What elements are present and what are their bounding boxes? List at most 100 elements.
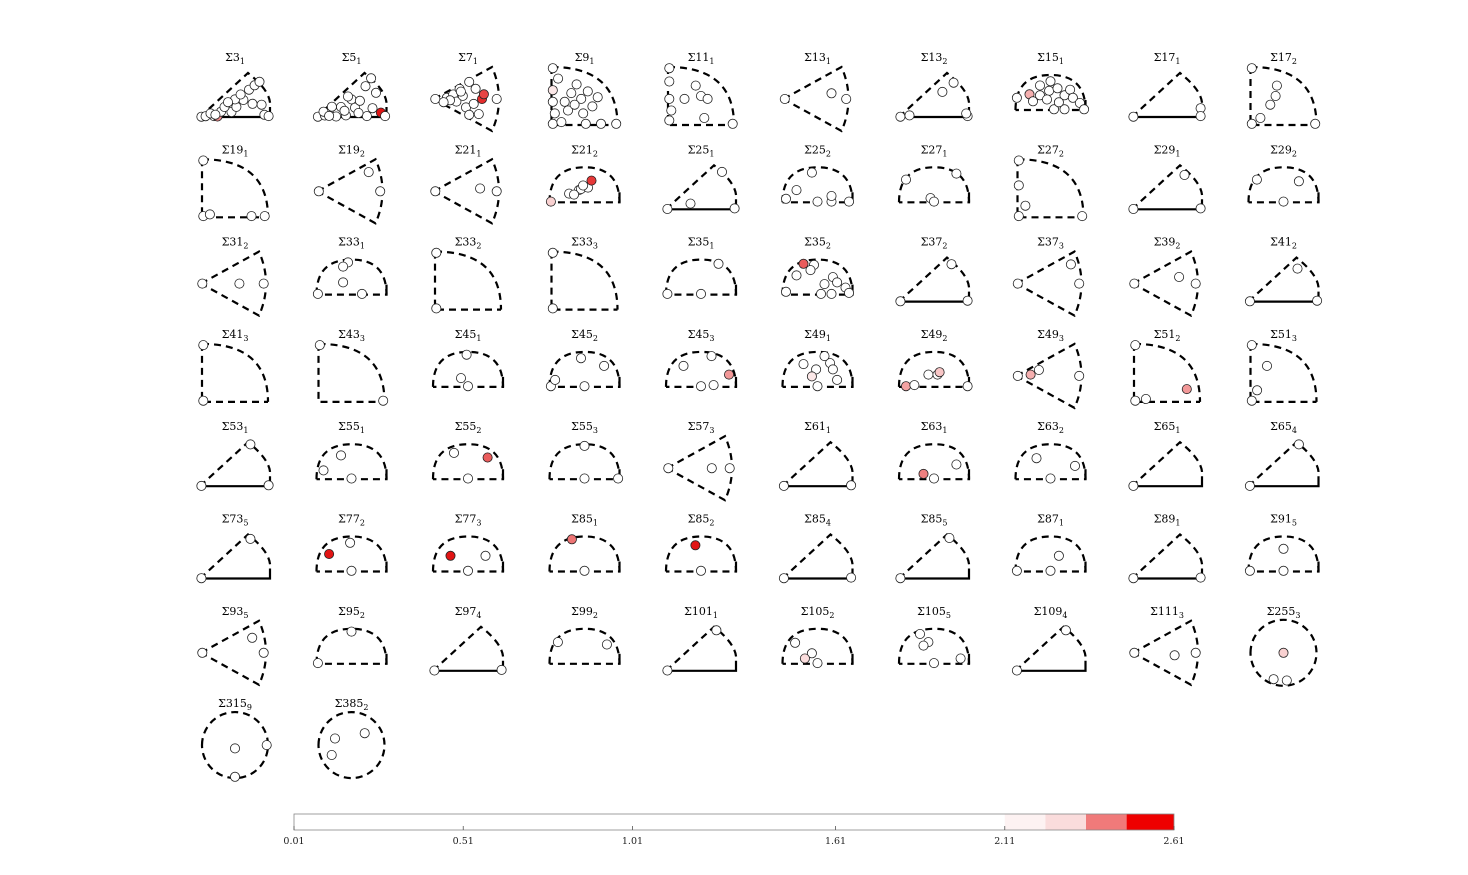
fundamental-zone-outline: [432, 625, 505, 672]
panel-title: Σ191: [222, 143, 249, 158]
panel-title: Σ651: [1154, 420, 1181, 435]
data-point: [923, 369, 934, 380]
panel-sigma-19-2: Σ192: [313, 143, 386, 225]
sigma-label: Σ95: [338, 605, 360, 618]
data-point: [1179, 169, 1190, 180]
data-point: [806, 371, 817, 382]
colorbar-tick-label: 0.01: [283, 836, 304, 847]
data-point: [1174, 271, 1185, 282]
data-point: [448, 447, 459, 458]
data-point: [1128, 480, 1139, 491]
data-point: [324, 110, 335, 121]
data-point: [951, 459, 962, 470]
data-point: [342, 91, 353, 102]
fundamental-zone-outline: [317, 342, 386, 403]
sigma-label: Σ111: [1150, 605, 1179, 618]
panel-sigma-65-4: Σ654: [1244, 420, 1320, 491]
sigma-label: Σ33: [338, 236, 360, 249]
data-point: [955, 653, 966, 664]
data-point: [1262, 360, 1273, 371]
panel-sigma-87-1: Σ871: [1011, 513, 1087, 576]
sigma-label: Σ21: [455, 143, 477, 156]
data-point: [1065, 259, 1076, 270]
data-point: [727, 118, 738, 129]
data-point: [473, 109, 484, 120]
sigma-subscript: 2: [942, 334, 947, 343]
data-point: [961, 108, 972, 119]
data-point: [547, 118, 558, 129]
sigma-label: Σ35: [688, 236, 710, 249]
data-point: [549, 108, 560, 119]
panel-title: Σ292: [1270, 143, 1297, 158]
data-point: [359, 728, 370, 739]
data-point: [1020, 200, 1031, 211]
colorbar-base: [294, 814, 1174, 830]
sigma-subscript: 5: [946, 611, 951, 620]
data-point: [1271, 80, 1282, 91]
data-point: [909, 380, 920, 391]
data-point: [1128, 111, 1139, 122]
sigma-subscript: 1: [942, 426, 947, 435]
fundamental-zone-outline: [781, 440, 854, 488]
data-point: [464, 109, 475, 120]
data-point: [335, 450, 346, 461]
fundamental-zone-outline: [200, 619, 268, 687]
data-point: [234, 278, 245, 289]
data-point: [545, 196, 556, 207]
data-point: [378, 395, 389, 406]
colorbar-band: [1086, 814, 1127, 830]
sigma-subscript: 1: [243, 149, 248, 158]
data-point: [592, 92, 603, 103]
panel-title: Σ852: [688, 513, 715, 528]
data-point: [312, 658, 323, 669]
data-point: [198, 395, 209, 406]
data-point: [1293, 176, 1304, 187]
panel-sigma-97-4: Σ974: [429, 605, 507, 676]
data-point: [706, 351, 717, 362]
data-point: [1293, 439, 1304, 450]
data-point: [781, 286, 792, 297]
data-point: [1312, 295, 1323, 306]
data-point: [1013, 180, 1024, 191]
data-point: [798, 258, 809, 269]
data-point: [196, 480, 207, 491]
sigma-subscript: 3: [1292, 334, 1297, 343]
sigma-subscript: 1: [1059, 519, 1064, 528]
sigma-subscript: 2: [593, 149, 598, 158]
data-point: [576, 93, 587, 104]
sigma-subscript: 2: [826, 242, 831, 251]
panel-title: Σ631: [921, 420, 948, 435]
data-point: [806, 648, 817, 659]
data-point: [346, 626, 357, 637]
panel-sigma-43-3: Σ433: [314, 328, 389, 406]
sigma-subscript: 1: [593, 519, 598, 528]
data-point: [708, 380, 719, 391]
panel-title: Σ91: [575, 51, 595, 66]
data-point: [929, 658, 940, 669]
panel-title: Σ251: [688, 143, 715, 158]
data-point: [491, 186, 502, 197]
sigma-subscript: 2: [829, 611, 834, 620]
fundamental-zone-outline: [1247, 440, 1320, 488]
fundamental-zone-outline: [781, 350, 854, 388]
fundamental-zone-outline: [897, 166, 971, 204]
sigma-label: Σ19: [222, 143, 244, 156]
data-point: [663, 463, 674, 474]
sigma-label: Σ49: [1037, 328, 1059, 341]
data-point: [1035, 80, 1046, 91]
data-point: [662, 665, 673, 676]
panel-title: Σ412: [1270, 236, 1297, 251]
sigma-subscript: 2: [1292, 149, 1297, 158]
data-point: [696, 288, 707, 299]
data-point: [1128, 573, 1139, 584]
data-point: [901, 381, 912, 392]
sigma-label: Σ21: [571, 143, 593, 156]
data-point: [778, 480, 789, 491]
panel-title: Σ372: [921, 236, 948, 251]
data-point: [1044, 85, 1055, 96]
data-point: [587, 101, 598, 112]
sigma-subscript: 2: [243, 242, 248, 251]
sigma-label: Σ385: [335, 697, 364, 710]
data-point: [346, 473, 357, 484]
data-point: [781, 193, 792, 204]
